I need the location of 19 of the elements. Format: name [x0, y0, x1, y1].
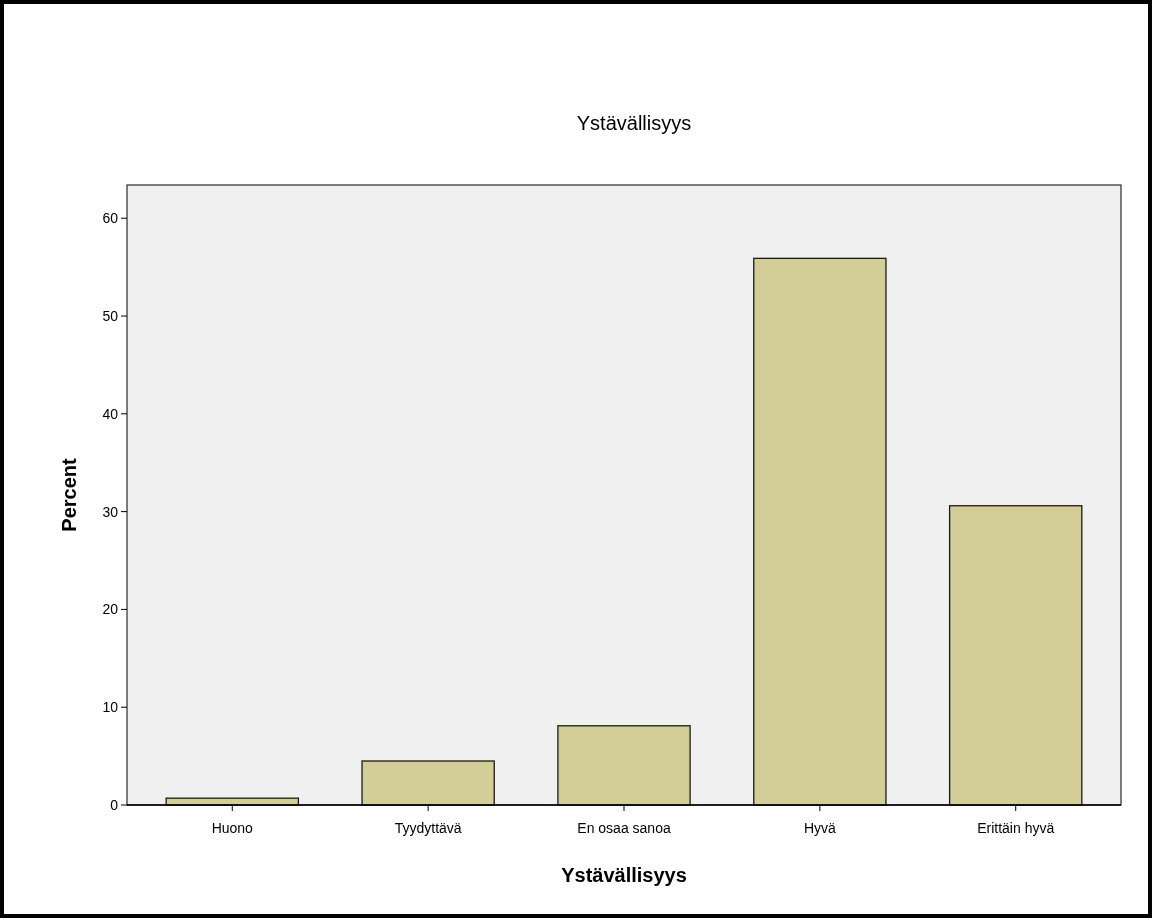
bar [753, 257, 887, 806]
x-tick-label: En osaa sanoa [577, 820, 671, 836]
bar [557, 725, 691, 806]
bar [948, 505, 1083, 806]
x-tick-label: Hyvä [803, 820, 837, 836]
y-tick-label: 0 [110, 796, 119, 813]
x-tick-label: Tyydyttävä [394, 820, 462, 836]
y-tick-label: 40 [102, 405, 119, 422]
y-tick-label: 20 [102, 601, 119, 618]
x-tick-label: Erittäin hyvä [977, 820, 1055, 836]
y-axis-title: Percent [58, 457, 80, 532]
y-tick-label: 60 [102, 210, 119, 227]
y-tick-label: 10 [102, 699, 119, 716]
y-tick-label: 30 [102, 503, 119, 520]
chart-title: Ystävällisyys [576, 112, 692, 134]
y-tick-label: 50 [102, 307, 119, 324]
bar [361, 760, 495, 806]
x-tick-label: Huono [211, 820, 254, 836]
x-axis-title: Ystävällisyys [561, 864, 687, 886]
